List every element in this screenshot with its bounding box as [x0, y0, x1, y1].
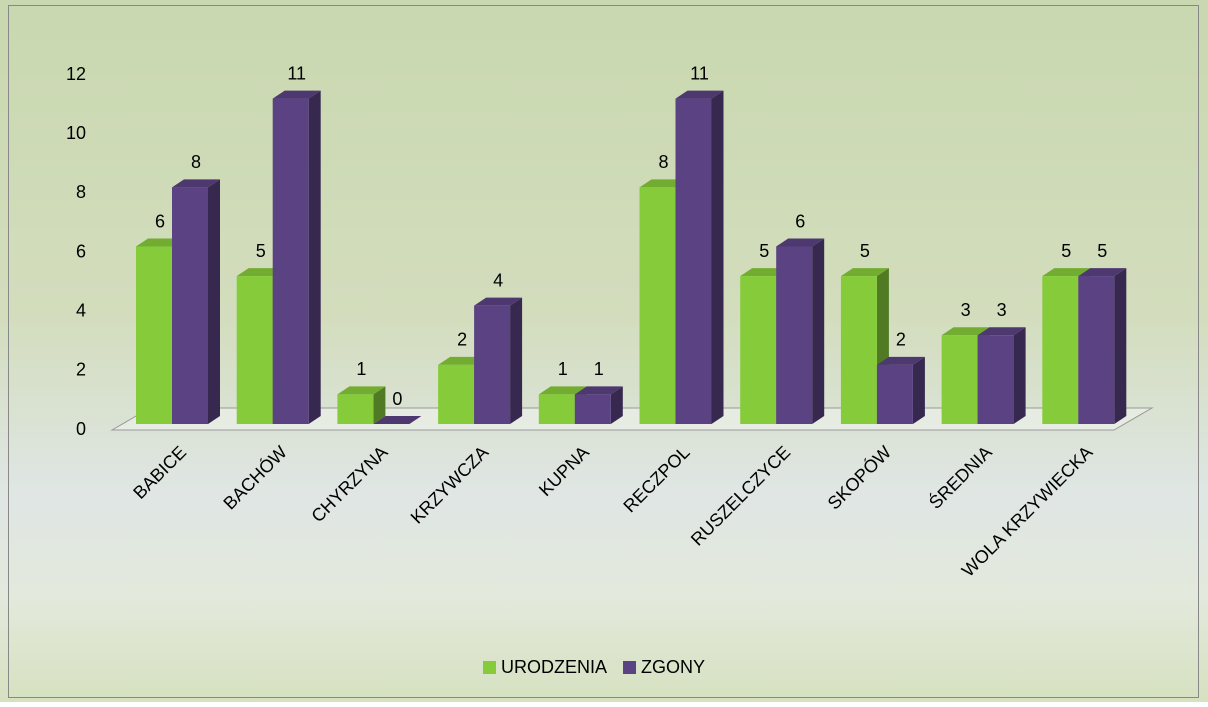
value-label: 6 — [155, 211, 165, 231]
bar-side — [510, 298, 522, 424]
value-label: 5 — [759, 241, 769, 261]
bar — [539, 394, 575, 424]
bar-side — [1114, 268, 1126, 424]
bar — [978, 335, 1014, 424]
value-label: 1 — [558, 359, 568, 379]
y-tick-label: 8 — [76, 182, 86, 202]
y-tick-label: 12 — [66, 64, 86, 84]
bar — [172, 187, 208, 424]
bar-side — [712, 91, 724, 424]
value-label: 3 — [997, 300, 1007, 320]
y-tick-label: 10 — [66, 123, 86, 143]
bar — [273, 99, 309, 424]
value-label: 1 — [356, 359, 366, 379]
y-tick-label: 6 — [76, 241, 86, 261]
bar — [877, 365, 913, 424]
value-label: 0 — [392, 389, 402, 409]
bar — [1042, 276, 1078, 424]
bar — [337, 394, 373, 424]
legend-swatch — [623, 661, 636, 674]
bar-side — [1014, 327, 1026, 424]
bar — [237, 276, 273, 424]
value-label: 8 — [191, 152, 201, 172]
bar — [942, 335, 978, 424]
value-label: 5 — [1097, 241, 1107, 261]
y-tick-label: 0 — [76, 419, 86, 439]
value-label: 11 — [287, 63, 306, 83]
bar — [438, 365, 474, 424]
value-label: 5 — [860, 241, 870, 261]
value-label: 8 — [658, 152, 668, 172]
value-label: 3 — [961, 300, 971, 320]
value-label: 1 — [594, 359, 604, 379]
value-label: 2 — [457, 330, 467, 350]
bar — [676, 99, 712, 424]
y-tick-label: 2 — [76, 360, 86, 380]
chart: 02468101268BABICE511BACHÓW10CHYRZYNA24KR… — [0, 0, 1208, 702]
bar — [776, 247, 812, 425]
bar-side — [812, 239, 824, 425]
bar-side — [208, 179, 220, 424]
bar — [1078, 276, 1114, 424]
bar — [474, 306, 510, 424]
bar — [841, 276, 877, 424]
bar — [136, 247, 172, 425]
bar-side — [913, 357, 925, 424]
bar — [575, 394, 611, 424]
value-label: 11 — [690, 63, 709, 83]
value-label: 6 — [795, 211, 805, 231]
bar — [640, 187, 676, 424]
bar-side — [309, 91, 321, 424]
value-label: 5 — [256, 241, 266, 261]
value-label: 5 — [1061, 241, 1071, 261]
value-label: 2 — [896, 330, 906, 350]
legend-swatch — [483, 661, 496, 674]
bar — [740, 276, 776, 424]
legend-label: ZGONY — [641, 657, 705, 677]
value-label: 4 — [493, 270, 503, 290]
y-tick-label: 4 — [76, 300, 86, 320]
legend-label: URODZENIA — [501, 657, 607, 677]
